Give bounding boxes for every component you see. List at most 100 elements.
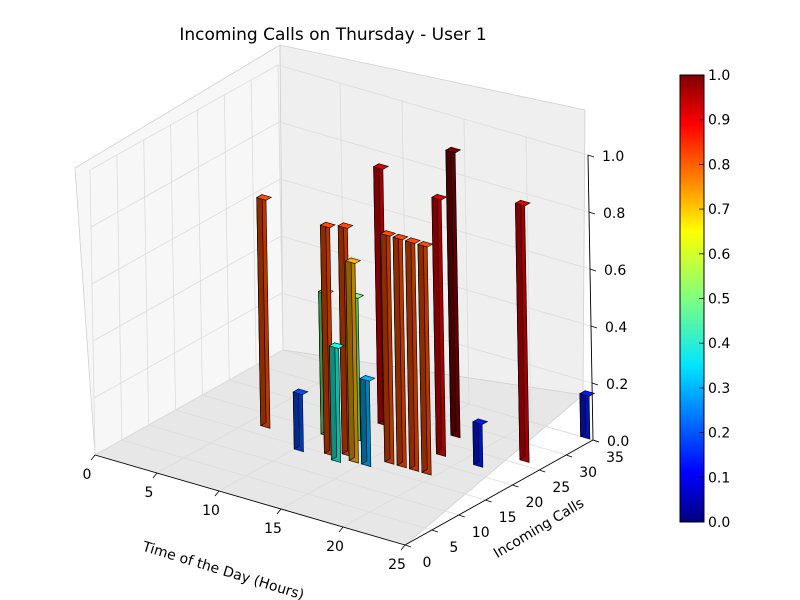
y-tick-mark — [566, 454, 573, 458]
bar-top-face — [337, 222, 354, 229]
bar-top-face — [392, 233, 409, 241]
grid-line-y — [223, 94, 230, 381]
grid-line-z — [89, 64, 279, 171]
z-tick-label: 0.4 — [605, 320, 627, 336]
bar-side-face — [472, 418, 480, 466]
bar-top-face — [514, 199, 531, 207]
grid-line-z — [93, 292, 283, 399]
x-tick-mark — [152, 472, 158, 479]
z-tick-mark — [590, 325, 598, 329]
grid-line-z — [91, 178, 281, 285]
y-tick-label: 25 — [552, 480, 570, 496]
grid-line-y — [250, 79, 257, 366]
colorbar-tick-label: 0.3 — [708, 381, 730, 397]
z-tick-label: 0.8 — [603, 206, 625, 222]
x-tick-mark — [214, 490, 220, 497]
grid-line-y — [121, 439, 432, 531]
grid-line-x — [156, 367, 346, 474]
bar-top-face — [255, 194, 273, 201]
grid-line-x — [218, 385, 408, 492]
z-tick-label: 0.6 — [604, 263, 626, 279]
bar — [579, 390, 596, 440]
grid-line-y — [143, 139, 150, 426]
x-tick-mark — [338, 526, 344, 533]
bar-top-face — [417, 241, 434, 248]
tick-labels: 0 5 10 15 20 25 0 5 10 15 20 25 30 350.0 0.2 0.4 0.6 0.8 1… — [83, 149, 630, 573]
y-tick-label: 30 — [579, 465, 597, 481]
colorbar-tick-label: 1.0 — [708, 68, 730, 84]
grid-line-z — [94, 349, 284, 456]
colorbar-tick-label: 0.4 — [708, 336, 730, 352]
bar-top-face — [372, 163, 390, 170]
z-tick-label: 1.0 — [602, 149, 624, 165]
z-tick-mark — [589, 268, 597, 272]
y-tick-mark — [404, 544, 412, 548]
x-tick-label: 0 — [83, 467, 92, 483]
bar-top-face — [445, 146, 462, 154]
grid-line-y — [277, 64, 284, 351]
colorbar-tick-label: 0.0 — [708, 515, 730, 531]
x-tick-label: 25 — [388, 557, 406, 573]
z-tick-mark — [592, 439, 600, 443]
colorbar-tick-label: 0.9 — [708, 113, 730, 129]
y-tick-label: 35 — [606, 450, 624, 466]
x-axis-line — [94, 454, 406, 546]
bar — [255, 194, 273, 429]
bar — [292, 388, 309, 453]
y-tick-label: 15 — [499, 510, 517, 526]
x-tick-label: 5 — [145, 485, 154, 501]
bar — [514, 199, 531, 463]
bar-top-face — [379, 230, 397, 237]
y-tick-mark — [431, 529, 438, 533]
y-tick-label: 20 — [526, 495, 544, 511]
x-tick-mark — [276, 508, 282, 515]
bar — [445, 146, 462, 439]
z-tick-mark — [587, 154, 595, 158]
bar-side-face — [359, 374, 368, 465]
grid-line-y — [89, 169, 96, 456]
bar — [472, 418, 489, 468]
bar-top-face — [319, 221, 336, 229]
chart-title: Incoming Calls on Thursday - User 1 — [179, 25, 486, 45]
x-tick-label: 10 — [202, 503, 220, 519]
y-tick-mark — [458, 514, 465, 518]
y-tick-mark — [539, 469, 546, 473]
x-tick-label: 15 — [264, 521, 282, 537]
bars-group — [255, 146, 596, 476]
bar — [379, 230, 397, 465]
x-tick-mark — [90, 454, 96, 461]
bar-side-face — [579, 390, 587, 437]
grid-line-y — [170, 124, 176, 411]
bar-top-face — [359, 375, 376, 382]
bar — [359, 374, 376, 468]
grid-line-z — [278, 121, 590, 213]
y-tick-mark — [485, 499, 492, 503]
colorbar-tick-label: 0.7 — [708, 202, 730, 218]
grid-line-z — [92, 235, 282, 342]
bar — [392, 233, 409, 469]
bar-top-face — [404, 237, 421, 244]
bar-top-face — [344, 257, 362, 264]
bar-top-face — [328, 342, 345, 349]
grid-line-y — [116, 154, 123, 441]
bar-side-face — [292, 388, 300, 450]
bar — [328, 342, 345, 463]
bar — [319, 221, 336, 457]
y-axis-line — [404, 439, 594, 546]
z-tick-mark — [591, 382, 599, 386]
grid-line-z — [277, 64, 589, 156]
y-tick-label: 5 — [449, 540, 458, 556]
colorbar: 0.0 0.1 0.2 0.3 0.4 0.5 0.6 0.7 0.8 0.9 1.0 — [679, 68, 730, 531]
grid-line-x — [342, 421, 532, 528]
x-axis-label: Time of the Day (Hours) — [139, 539, 305, 600]
colorbar-tick-label: 0.5 — [708, 292, 730, 308]
grid-line-y — [148, 424, 459, 516]
colorbar-tick-label: 0.1 — [708, 470, 730, 486]
grid-line-z — [90, 121, 280, 228]
y-tick-label: 0 — [423, 555, 432, 571]
z-tick-label: 0.2 — [606, 377, 628, 393]
bar-top-face — [292, 388, 309, 396]
grid-line-x — [401, 100, 408, 387]
